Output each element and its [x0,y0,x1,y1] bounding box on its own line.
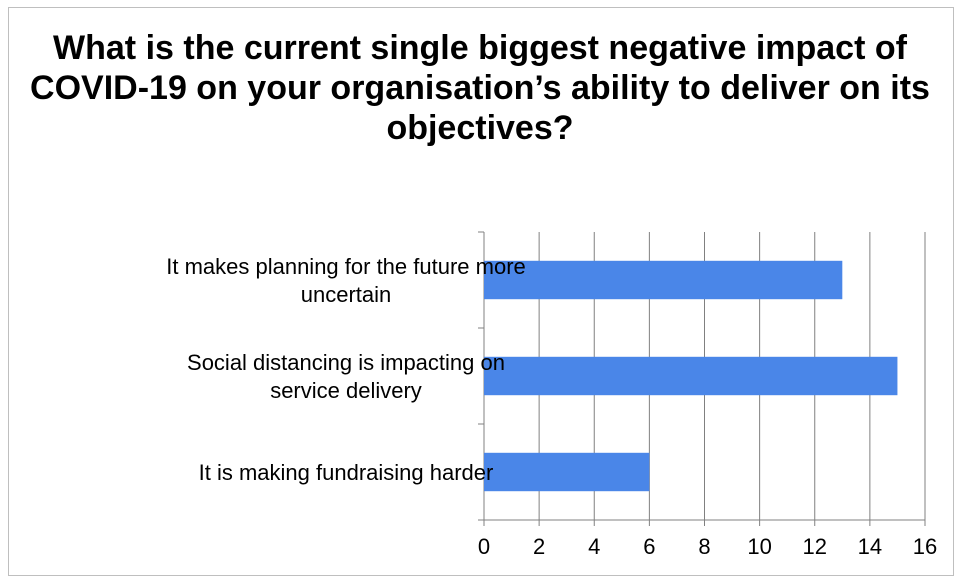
category-label: uncertain [301,282,392,307]
x-tick-label: 8 [698,534,710,559]
x-tick-label: 16 [913,534,937,559]
x-tick-label: 12 [803,534,827,559]
category-label: It is making fundraising harder [199,460,494,485]
x-tick-label: 14 [858,534,882,559]
x-tick-label: 10 [747,534,771,559]
bar [484,452,650,492]
x-tick-label: 0 [478,534,490,559]
x-tick-label: 2 [533,534,545,559]
x-tick-label: 4 [588,534,600,559]
category-label: It makes planning for the future more [166,254,526,279]
bar [484,260,843,300]
x-tick-label: 6 [643,534,655,559]
category-label: Social distancing is impacting on [187,350,505,375]
bar [484,356,898,396]
category-label: service delivery [270,378,422,403]
chart-title: What is the current single biggest negat… [30,29,930,147]
